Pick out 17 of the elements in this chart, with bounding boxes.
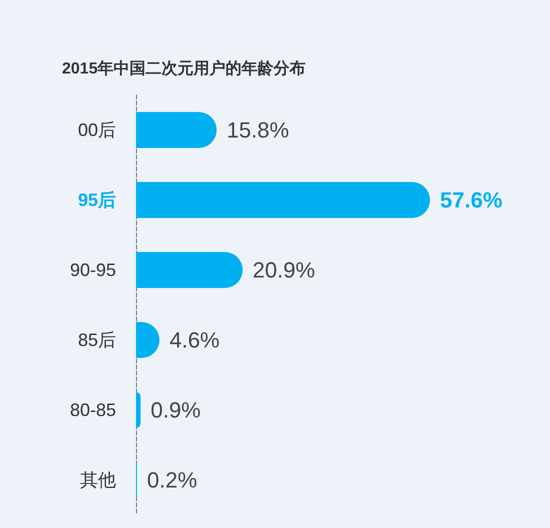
data-label: 20.9%: [252, 258, 316, 282]
data-label: 15.8%: [226, 118, 290, 142]
bar: [136, 252, 243, 288]
data-label: 0.2%: [147, 468, 198, 492]
y-tick-label: 80-85: [70, 400, 116, 420]
chart-title: 2015年中国二次元用户的年龄分布: [62, 60, 306, 78]
data-label: 57.6%: [440, 188, 502, 212]
data-label: 0.9%: [150, 398, 201, 422]
data-label: 4.6%: [169, 328, 220, 352]
bar: [136, 392, 141, 428]
bar: [136, 182, 430, 218]
y-tick-label: 其他: [80, 470, 116, 490]
y-tick-label: 00后: [78, 120, 116, 140]
y-tick-label: 85后: [78, 330, 116, 350]
y-tick-label: 90-95: [70, 260, 116, 280]
bar: [136, 112, 217, 148]
y-tick-label: 95后: [78, 190, 116, 210]
